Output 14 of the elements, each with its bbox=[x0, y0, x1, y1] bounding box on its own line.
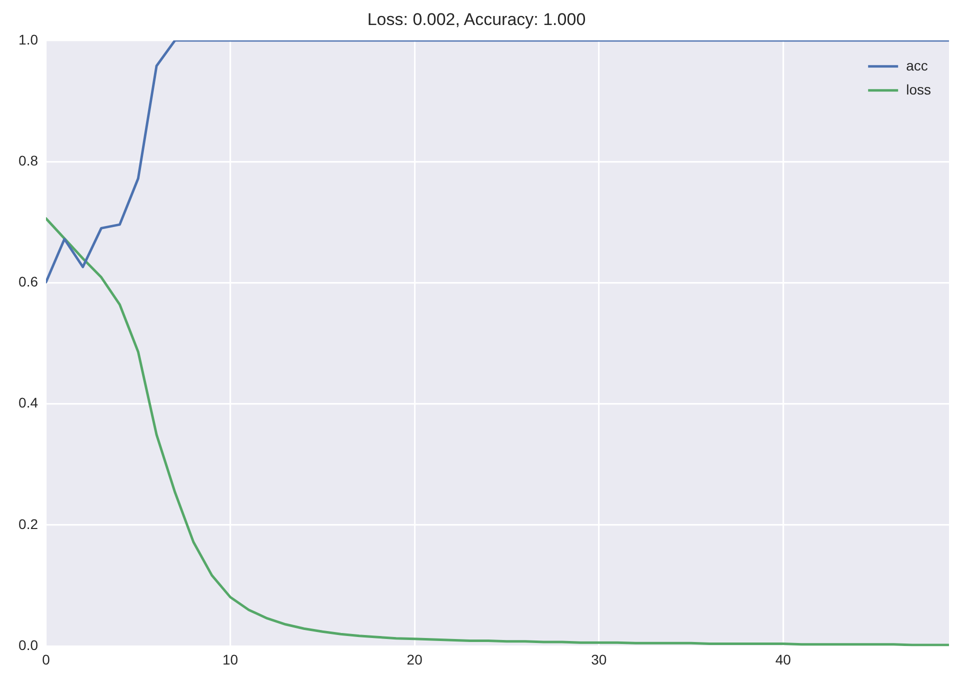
x-tick-label: 20 bbox=[406, 651, 423, 668]
x-tick-label: 10 bbox=[222, 651, 238, 668]
chart-title: Loss: 0.002, Accuracy: 1.000 bbox=[367, 10, 586, 29]
y-tick-label: 0.8 bbox=[18, 152, 38, 168]
y-tick-label: 0.2 bbox=[18, 516, 38, 532]
legend-label: acc bbox=[906, 57, 928, 74]
x-tick-label: 30 bbox=[591, 651, 607, 668]
y-tick-label: 0.6 bbox=[18, 274, 38, 290]
y-tick-label: 0.4 bbox=[18, 394, 38, 411]
legend-label: loss bbox=[906, 81, 932, 98]
x-tick-label: 0 bbox=[42, 651, 50, 668]
y-tick-label: 1.0 bbox=[18, 31, 38, 48]
x-tick-label: 40 bbox=[775, 651, 792, 668]
y-tick-label: 0.0 bbox=[18, 637, 38, 654]
